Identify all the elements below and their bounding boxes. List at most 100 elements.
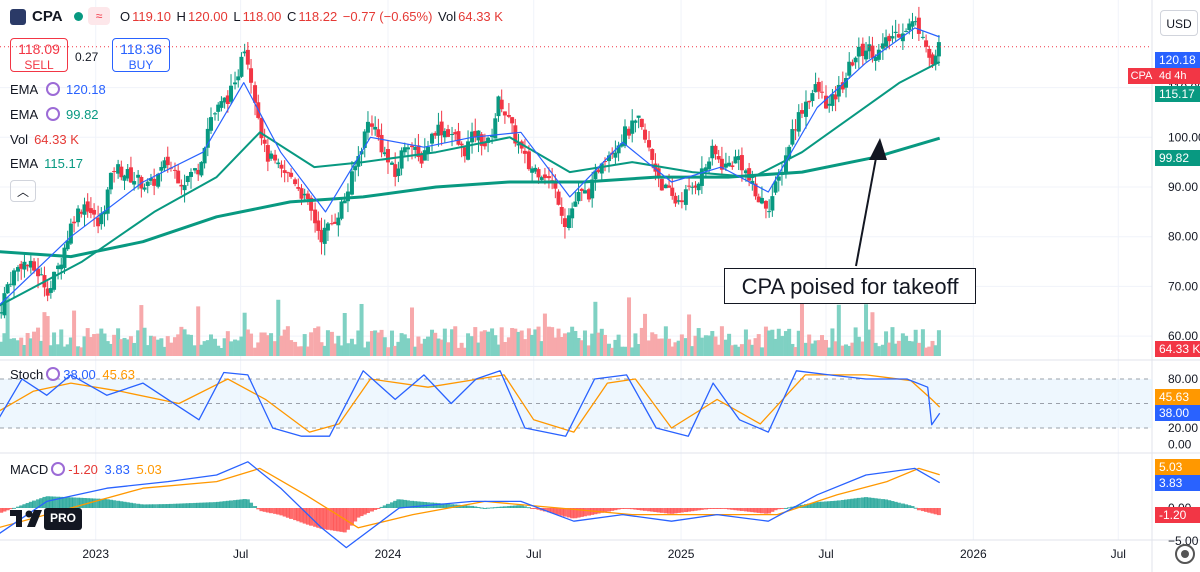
macd-hist-bar <box>719 508 724 509</box>
buy-label: BUY <box>128 58 154 72</box>
volume-bar <box>623 346 628 356</box>
collapse-legend-chevron-up-icon[interactable]: ︿ <box>10 180 36 202</box>
volume-bar <box>486 331 491 356</box>
volume-bar <box>713 336 718 356</box>
macd-hist-bar <box>12 507 17 509</box>
annotation-callout[interactable]: CPA poised for takeoff <box>724 268 976 304</box>
symbol-name[interactable]: CPA <box>32 8 63 25</box>
indicator-ema-slow[interactable]: EMA 99.82 <box>10 107 99 122</box>
macd-hist-bar <box>599 508 604 513</box>
sell-price: 118.09 <box>18 41 60 57</box>
volume-bar <box>462 347 467 356</box>
stoch-legend[interactable]: Stoch 38.00 45.63 <box>10 367 138 382</box>
volume-bar <box>136 330 141 356</box>
candle-body <box>422 150 427 161</box>
volume-bar <box>185 334 190 356</box>
candle-body <box>499 99 504 110</box>
volume-bar <box>506 337 511 356</box>
volume-bar <box>389 330 394 356</box>
candle-body <box>262 139 267 144</box>
volume-bar <box>627 297 632 356</box>
candle-body <box>670 187 675 196</box>
volume-bar <box>296 346 301 356</box>
candle-body <box>813 84 818 93</box>
volume-bar <box>342 312 347 356</box>
volume-bar <box>643 313 648 356</box>
volume-bar <box>202 341 207 356</box>
volume-bar <box>844 344 849 356</box>
arrow-shaft <box>855 157 877 267</box>
macd-hist-bar <box>773 508 778 511</box>
volume-bar <box>253 347 258 356</box>
compare-icon[interactable]: ≈ <box>88 7 110 25</box>
candle-body <box>416 145 421 158</box>
macd-hist-bar <box>0 508 4 513</box>
macd-hist-bar <box>653 508 658 513</box>
indicator-ema-fast[interactable]: EMA 120.18 <box>10 82 106 97</box>
macd-hist-bar <box>8 508 13 510</box>
volume-bar <box>385 347 390 356</box>
macd-line <box>0 461 941 549</box>
buy-button[interactable]: 118.36 BUY <box>112 38 170 72</box>
annotation-arrow[interactable] <box>855 138 887 267</box>
open-value: 119.10 <box>132 9 171 24</box>
candle-body <box>546 176 551 179</box>
indicator-name: Vol <box>10 132 29 147</box>
volume-bar <box>476 342 481 356</box>
settings-gear-icon[interactable] <box>1175 544 1195 564</box>
volume-bar <box>606 343 611 356</box>
indicator-settings-icon[interactable] <box>46 107 60 121</box>
price-tick-label: 80.00 <box>1168 230 1198 244</box>
candle-body <box>119 166 124 178</box>
volume-bar <box>196 306 201 356</box>
candle-body <box>279 164 284 169</box>
candle-body <box>796 112 801 132</box>
volume-bar <box>602 334 607 356</box>
candle-body <box>459 143 464 146</box>
volume-bar <box>647 340 652 356</box>
indicator-volume[interactable]: Vol 64.33 K <box>10 132 79 147</box>
volume-bar <box>25 333 30 356</box>
macd-hist-bar <box>162 504 167 508</box>
volume-bar <box>553 337 558 356</box>
indicator-settings-icon[interactable] <box>46 82 60 96</box>
candle-body <box>365 121 370 133</box>
tradingview-logo[interactable]: PRO <box>10 508 84 530</box>
volume-bar <box>32 331 37 356</box>
macd-hist-bar <box>156 504 161 508</box>
macd-hist-bar <box>633 508 638 510</box>
sell-button[interactable]: 118.09 SELL <box>10 38 68 72</box>
candle-body <box>696 183 701 191</box>
volume-bar <box>28 338 33 356</box>
candle-body <box>259 117 264 139</box>
candle-body <box>522 150 527 154</box>
stoch-settings-icon[interactable] <box>46 367 61 381</box>
macd-hist-bar <box>536 508 541 510</box>
currency-selector[interactable]: USD <box>1160 10 1198 36</box>
macd-hist-bar <box>510 505 515 508</box>
macd-hist-bar <box>389 502 394 508</box>
candle-body <box>152 178 157 186</box>
macd-hist-bar <box>402 499 407 508</box>
candle-body <box>900 33 905 42</box>
macd-legend[interactable]: MACD -1.20 3.83 5.03 <box>10 462 165 477</box>
macd-hist-bar <box>325 508 330 530</box>
volume-bar <box>205 340 210 356</box>
candle-body <box>656 168 661 179</box>
candle-body <box>562 218 567 228</box>
macd-settings-icon[interactable] <box>51 462 66 476</box>
volume-bar <box>399 333 404 356</box>
volume-bar <box>12 338 17 356</box>
volume-bar <box>369 331 374 356</box>
candle-body <box>239 56 244 77</box>
indicator-ema-mid[interactable]: EMA 115.17 <box>10 156 83 171</box>
stoch-tick-label: 0.00 <box>1168 437 1192 451</box>
macd-hist-bar <box>847 499 852 508</box>
volume-bar <box>345 343 350 356</box>
macd-hist-bar <box>229 500 234 508</box>
candle-body <box>830 94 835 106</box>
volume-bar <box>45 316 50 356</box>
candle-body <box>108 172 113 190</box>
macd-hist-bar <box>627 508 632 510</box>
